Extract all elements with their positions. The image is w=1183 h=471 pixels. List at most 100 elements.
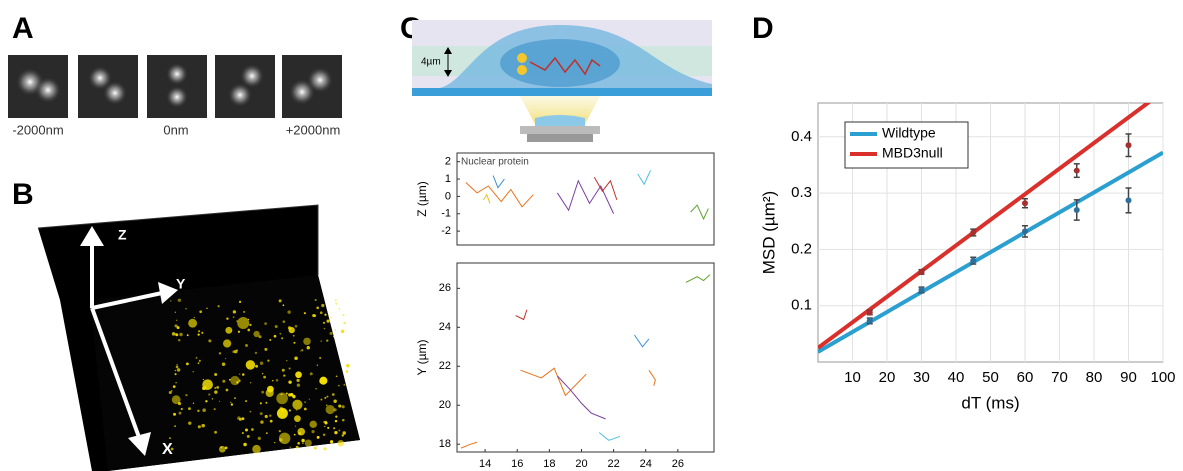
speck — [202, 378, 204, 381]
speck — [257, 436, 261, 440]
speck — [249, 410, 252, 413]
speck — [326, 404, 328, 406]
speck — [267, 359, 270, 362]
speck — [334, 419, 338, 423]
speck — [206, 307, 208, 310]
point — [1125, 142, 1132, 149]
speck — [279, 332, 282, 335]
speck — [230, 375, 240, 386]
plot-area — [456, 152, 715, 246]
speck — [304, 439, 312, 447]
speck — [323, 447, 327, 451]
speck — [238, 300, 242, 303]
speck — [263, 375, 266, 379]
point — [1022, 228, 1028, 235]
speck — [293, 341, 296, 344]
speck — [261, 372, 264, 375]
speck — [214, 373, 218, 376]
speck — [259, 412, 263, 416]
speck — [236, 381, 239, 384]
speck — [294, 425, 297, 427]
speck — [259, 402, 262, 405]
psf-label: +2000nm — [286, 122, 341, 137]
speck — [314, 298, 317, 302]
speck — [232, 310, 237, 314]
speck — [238, 373, 241, 375]
speck — [343, 383, 346, 386]
speck — [309, 420, 317, 429]
speck — [274, 442, 276, 444]
charts: -2 -1 0 1 2 Z (µm) Nuclear protein 18 20 22 24 26 14… — [415, 102, 1176, 471]
speck — [288, 380, 292, 384]
speck — [269, 338, 272, 341]
speck — [226, 317, 229, 320]
y-tick-label: 24 — [439, 321, 451, 333]
speck — [188, 318, 198, 328]
speck — [315, 387, 317, 390]
speck — [341, 418, 345, 422]
speck — [324, 313, 327, 316]
speck — [288, 327, 295, 334]
speck — [319, 311, 323, 315]
speck — [179, 332, 183, 337]
speck — [197, 425, 201, 429]
speck — [225, 388, 229, 392]
track — [598, 432, 621, 441]
speck — [292, 399, 303, 410]
speck — [188, 421, 192, 425]
speck — [334, 431, 338, 435]
speck — [224, 357, 227, 360]
speck — [264, 322, 267, 325]
track — [634, 334, 650, 348]
speck — [258, 335, 262, 339]
speck — [345, 370, 349, 373]
speck — [342, 431, 346, 435]
speck — [285, 392, 288, 395]
speck — [324, 420, 328, 424]
speck — [254, 351, 258, 355]
speck — [249, 382, 252, 384]
y-tick-label: 0 — [445, 190, 451, 202]
speck — [303, 337, 311, 346]
speck — [260, 420, 264, 424]
speck — [180, 407, 183, 411]
speck — [316, 435, 320, 439]
point — [866, 309, 873, 316]
x-tick-label: 20 — [879, 369, 896, 386]
volume-render — [37, 204, 360, 471]
speck — [292, 334, 295, 337]
speck — [292, 394, 296, 399]
annotation: Nuclear protein — [461, 157, 529, 168]
x-tick-label: 60 — [1017, 369, 1034, 386]
x-tick-label: 90 — [1120, 369, 1137, 386]
point — [866, 317, 873, 324]
speck — [276, 392, 288, 405]
speck — [174, 311, 176, 313]
x-axis-label: dT (ms) — [961, 393, 1019, 412]
speck — [205, 400, 208, 403]
speck — [238, 417, 242, 421]
panel-label: A — [12, 12, 34, 45]
x-tick-label: 16 — [511, 458, 523, 470]
speck — [282, 320, 286, 323]
fit-line — [818, 103, 1152, 350]
speck — [322, 321, 326, 324]
speck — [327, 426, 330, 429]
x-tick-label: 50 — [982, 369, 999, 386]
speck — [334, 299, 337, 302]
speck — [253, 330, 260, 338]
point — [1125, 197, 1132, 204]
speck — [192, 371, 194, 373]
speck — [214, 430, 218, 434]
speck — [236, 320, 239, 322]
speck — [322, 433, 326, 437]
speck — [330, 440, 334, 444]
speck — [241, 417, 245, 421]
speck — [197, 409, 200, 413]
y-tick-label: 26 — [439, 282, 451, 294]
speck — [170, 389, 173, 392]
fit-line — [818, 150, 1163, 354]
speck — [176, 363, 178, 366]
point — [1022, 200, 1028, 207]
speck — [185, 308, 187, 310]
